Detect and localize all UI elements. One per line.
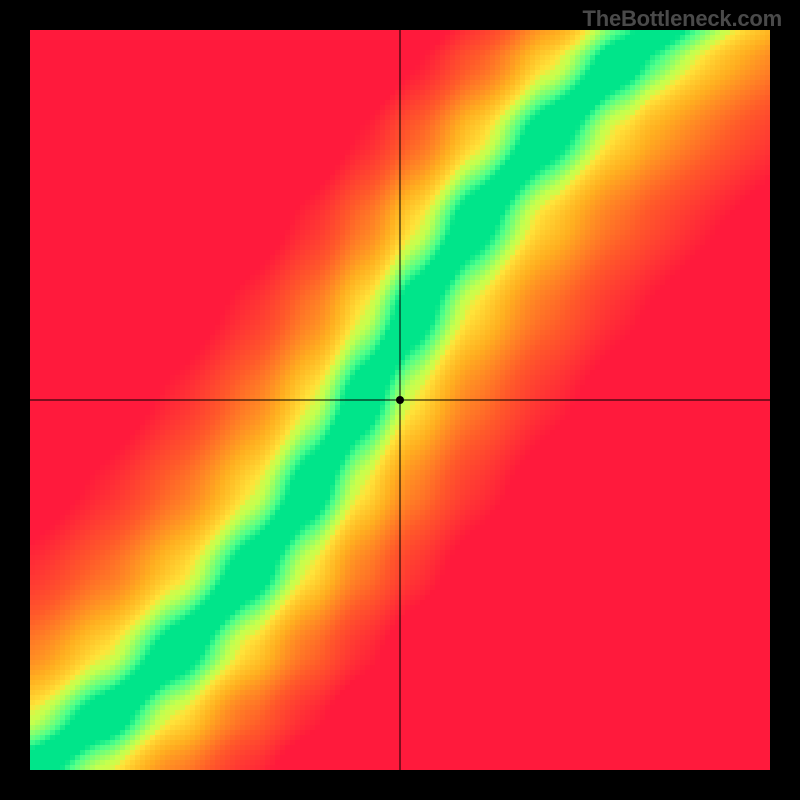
chart-root: TheBottleneck.com	[0, 0, 800, 800]
bottleneck-heatmap	[30, 30, 770, 770]
watermark-text: TheBottleneck.com	[582, 6, 782, 32]
